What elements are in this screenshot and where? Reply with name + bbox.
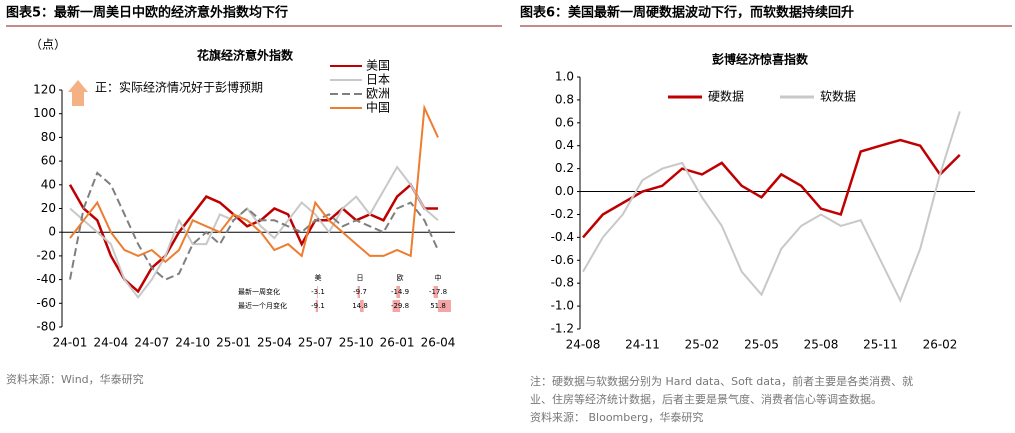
table-bar: [315, 300, 318, 312]
table-header: 欧: [397, 273, 404, 282]
note: 注：硬数据与软数据分别为 Hard data、Soft data，前者主要是各类…: [530, 374, 913, 388]
annotation: 正：实际经济情况好于彭博预期: [95, 80, 263, 95]
x-tick-label: 25-05: [744, 338, 779, 352]
table-bar: [396, 286, 400, 298]
table-bar: [392, 300, 400, 312]
table-cell: 14.8: [352, 302, 368, 310]
y-tick-label: -0.4: [551, 230, 574, 244]
figure-title: 图表6：美国最新一周硬数据波动下行，而软数据持续回升: [520, 5, 854, 21]
source: 资料来源：Wind，华泰研究: [6, 372, 144, 386]
x-tick-label: 24-07: [134, 336, 169, 350]
series-line: [582, 111, 961, 303]
source: 资料来源： Bloomberg，华泰研究: [530, 410, 703, 424]
legend-label: 软数据: [820, 89, 856, 104]
series-line: [582, 138, 961, 239]
y-tick-label: 0: [48, 225, 56, 239]
y-tick-label: 0.0: [555, 184, 574, 198]
table-header: 日: [357, 274, 364, 282]
unit-label: （点）: [30, 38, 66, 52]
x-tick-label: 25-02: [685, 338, 720, 352]
x-tick-label: 25-11: [863, 338, 898, 352]
x-tick-label: 24-04: [93, 336, 128, 350]
table-cell: -3.1: [311, 288, 325, 296]
x-tick-label: 25-10: [339, 336, 374, 350]
x-tick-label: 25-04: [257, 336, 292, 350]
table-row-label: 最近一个月变化: [238, 301, 287, 310]
y-tick-label: 0.2: [555, 161, 574, 175]
series-line: [69, 171, 439, 281]
y-tick-label: -0.2: [551, 207, 574, 221]
table-bar: [357, 286, 360, 298]
y-tick-label: -80: [36, 320, 56, 334]
series-line: [69, 103, 439, 264]
table-cell: 51.8: [430, 302, 446, 310]
up-arrow: [68, 80, 88, 106]
y-tick-label: -20: [36, 248, 56, 262]
x-tick-label: 25-01: [216, 336, 251, 350]
x-tick-label: 26-01: [380, 336, 415, 350]
y-tick-label: 100: [33, 106, 56, 120]
y-tick-label: 20: [41, 201, 56, 215]
y-tick-label: -60: [36, 296, 56, 310]
y-tick-label: -0.6: [551, 253, 574, 267]
x-tick-label: 26-02: [923, 338, 958, 352]
series-line: [69, 165, 439, 300]
y-tick-label: -1.0: [551, 299, 574, 313]
legend-label: 中国: [366, 100, 390, 115]
note: 业、住房等经济统计数据，后者主要是景气度、消费者信心等调查数据。: [530, 392, 882, 406]
x-tick-label: 25-08: [804, 338, 839, 352]
y-tick-label: 40: [41, 177, 56, 191]
table-cell: -9.1: [311, 302, 325, 310]
legend-label: 日本: [366, 73, 390, 87]
table-header: 美: [315, 273, 322, 282]
table-cell: -14.9: [391, 288, 409, 296]
x-tick-label: 26-04: [421, 336, 456, 350]
y-tick-label: 0.4: [555, 138, 574, 152]
y-tick-label: -1.2: [551, 322, 574, 336]
series-line: [68, 182, 438, 294]
table-bar: [317, 286, 318, 298]
table-cell: -29.8: [391, 302, 409, 310]
y-tick-label: 1.0: [555, 70, 574, 84]
x-tick-label: 24-11: [625, 338, 660, 352]
x-tick-label: 25-07: [298, 336, 333, 350]
y-tick-label: 0.8: [555, 92, 574, 106]
legend-label: 硬数据: [708, 89, 744, 104]
table-bar: [360, 300, 364, 312]
x-tick-label: 24-10: [175, 336, 210, 350]
legend-label: 美国: [366, 59, 390, 73]
table-header: 中: [435, 273, 442, 282]
y-tick-label: 0.6: [555, 115, 574, 129]
y-tick-label: 80: [41, 130, 56, 144]
legend-label: 欧洲: [366, 87, 390, 101]
y-tick-label: -40: [36, 272, 56, 286]
y-tick-label: 60: [41, 154, 56, 168]
figure-title: 图表5：最新一周美日中欧的经济意外指数均下行: [6, 5, 288, 21]
x-tick-label: 24-08: [566, 338, 601, 352]
table-row-label: 最新一周变化: [238, 287, 280, 296]
chart-title: 花旗经济意外指数: [197, 48, 294, 63]
chart-title: 彭博经济惊喜指数: [712, 52, 809, 67]
y-tick-label: 120: [33, 83, 56, 97]
table-bar: [438, 300, 451, 312]
x-tick-label: 24-01: [53, 336, 88, 350]
table-bar: [433, 286, 438, 298]
table-cell: -9.7: [353, 288, 367, 296]
table-cell: -17.8: [429, 288, 447, 296]
y-tick-label: -0.8: [551, 276, 574, 290]
